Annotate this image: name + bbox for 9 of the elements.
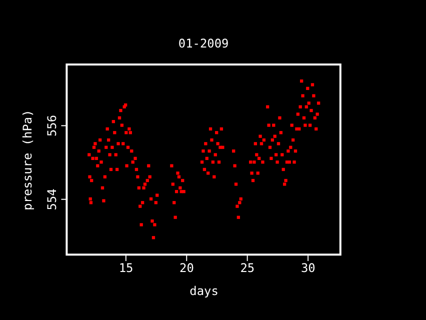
x-tick-label: 15 bbox=[118, 260, 134, 275]
y-tick-label: 554 bbox=[45, 188, 60, 210]
x-tick-label: 30 bbox=[300, 260, 316, 275]
x-axis-title: days bbox=[190, 284, 218, 298]
x-tick-label: 20 bbox=[180, 260, 194, 275]
y-axis-title: pressure (hPa) bbox=[20, 110, 34, 210]
chart-title: 01-2009 bbox=[178, 36, 229, 51]
y-tick-label: 556 bbox=[45, 114, 60, 137]
x-tick-label: 25 bbox=[240, 260, 255, 275]
